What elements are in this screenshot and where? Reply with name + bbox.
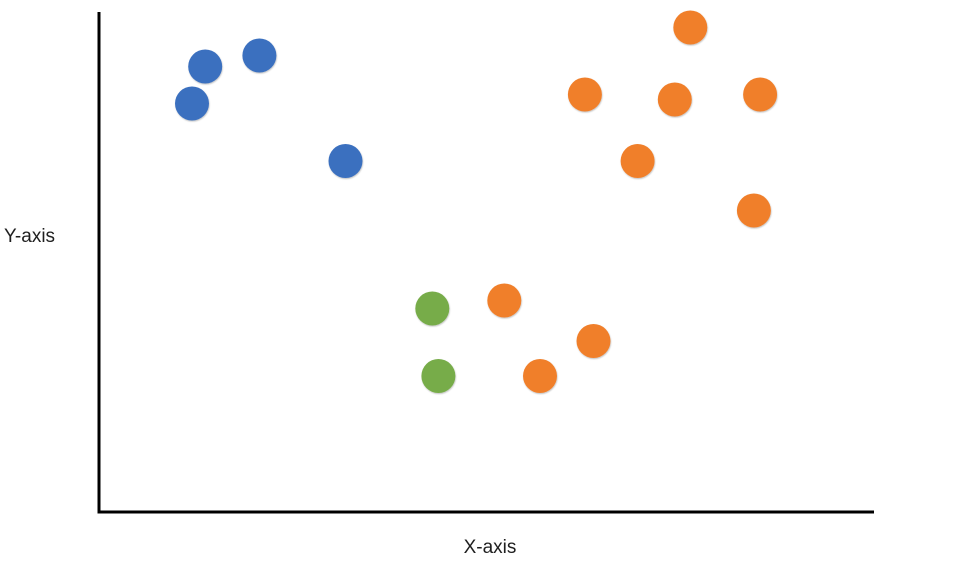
data-point-series-3-2: [421, 359, 456, 393]
data-point-series-2-8: [576, 324, 611, 358]
data-point-series-2-4: [743, 77, 778, 112]
data-point-series-1-1: [175, 86, 209, 121]
data-point-series-2-3: [657, 82, 692, 117]
data-point-series-2-5: [620, 144, 655, 178]
points-layer: [175, 10, 778, 393]
data-point-series-3-1: [415, 291, 450, 326]
data-point-series-2-6: [736, 193, 771, 228]
x-axis-title: X-axis: [464, 537, 517, 558]
data-point-series-2-1: [673, 10, 708, 45]
data-point-series-1-4: [328, 144, 363, 178]
axis-lines: [97, 12, 874, 514]
data-point-series-2-7: [487, 283, 522, 318]
data-point-series-1-2: [188, 49, 223, 84]
data-point-series-2-2: [567, 77, 602, 112]
data-point-series-1-3: [242, 38, 277, 73]
data-point-series-2-9: [523, 359, 557, 393]
y-axis-title: Y-axis: [4, 226, 55, 247]
